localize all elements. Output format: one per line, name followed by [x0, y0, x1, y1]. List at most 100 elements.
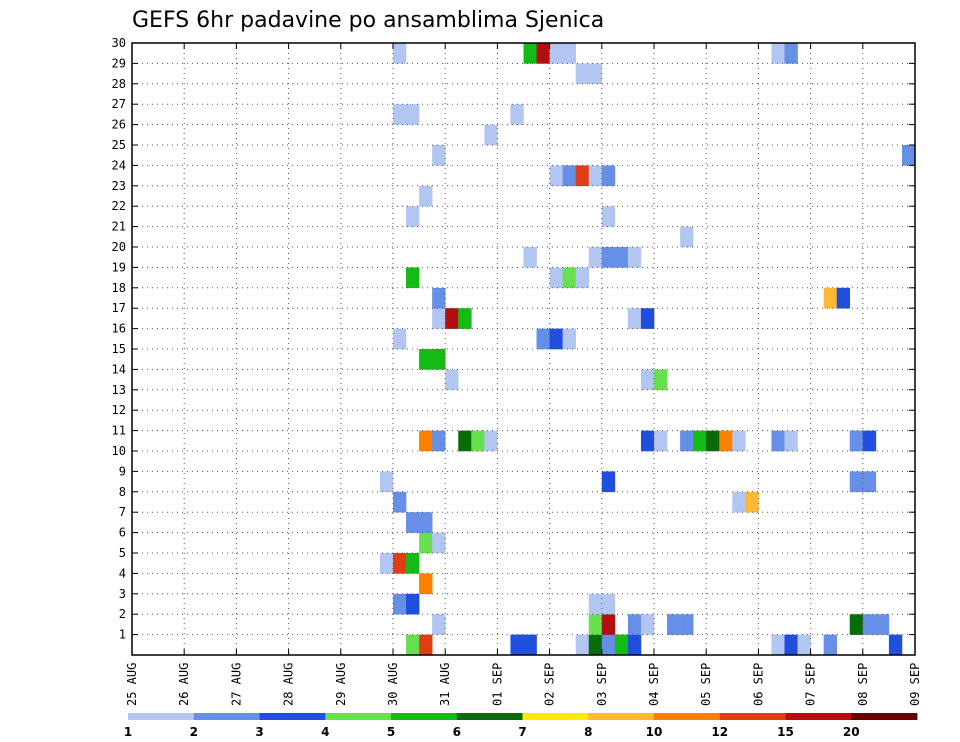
heatmap-cells: [379, 43, 916, 656]
heatmap-cell: [771, 43, 785, 64]
legend-swatch: [654, 713, 721, 720]
heatmap-cell: [432, 349, 446, 370]
legend-swatch: [325, 713, 392, 720]
y-axis: 1234567891011121314151617181920212223242…: [112, 36, 915, 642]
x-tick-label: 08 SEP: [856, 663, 870, 706]
heatmap-cell: [784, 430, 798, 452]
x-tick-label: 28 AUG: [282, 663, 296, 706]
heatmap-cell: [575, 267, 590, 289]
x-tick-label: 02 SEP: [543, 663, 557, 706]
heatmap-cell: [406, 593, 420, 615]
y-tick-label: 30: [112, 36, 126, 50]
heatmap-cell: [601, 471, 616, 493]
y-tick-label: 10: [112, 444, 126, 458]
x-tick-label: 01 SEP: [490, 663, 504, 706]
y-tick-label: 14: [112, 362, 126, 376]
legend-label: 5: [387, 725, 395, 739]
heatmap-cell: [510, 104, 524, 125]
heatmap-cell: [862, 430, 877, 452]
heatmap-cell: [575, 634, 590, 656]
heatmap-cell: [536, 43, 550, 64]
heatmap-cell: [432, 287, 446, 309]
heatmap-cell: [379, 553, 394, 574]
heatmap-cell: [654, 430, 668, 452]
heatmap-cell: [419, 634, 433, 656]
heatmap-cell: [640, 430, 655, 452]
legend-swatch: [128, 713, 195, 720]
heatmap-cell: [432, 614, 446, 635]
legend-swatch: [588, 713, 655, 720]
color-legend: 1 2 3 4 5 6 7 8 10 12 15 20: [124, 713, 918, 739]
heatmap-cell: [419, 573, 433, 595]
heatmap-cell: [640, 369, 655, 391]
x-tick-label: 09 SEP: [908, 663, 922, 706]
heatmap-cell: [393, 593, 407, 615]
heatmap-cell: [523, 634, 537, 656]
heatmap-cell: [562, 43, 576, 64]
heatmap-cell: [601, 247, 616, 268]
heatmap-cell: [627, 634, 642, 656]
heatmap-cell: [875, 614, 890, 635]
heatmap-cell: [601, 614, 616, 635]
heatmap-cell: [888, 634, 903, 656]
x-axis: 25 AUG 26 AUG 27 AUG 28 AUG 29 AUG 30 AUG 31 A…: [125, 43, 922, 706]
heatmap-cell: [901, 145, 916, 166]
legend-label: 3: [255, 725, 263, 739]
heatmap-cell: [849, 614, 864, 635]
heatmap-cell: [588, 63, 603, 85]
heatmap-cell: [575, 63, 590, 85]
y-tick-label: 9: [119, 464, 126, 478]
y-tick-label: 5: [119, 546, 126, 560]
heatmap-cell: [654, 369, 668, 391]
x-tick-label: 25 AUG: [125, 663, 139, 706]
heatmap-cell: [614, 634, 629, 656]
heatmap-cell: [732, 491, 746, 513]
heatmap-cell: [536, 328, 550, 350]
legend-swatch: [522, 713, 589, 720]
heatmap-cell: [471, 430, 485, 452]
y-tick-label: 23: [112, 179, 126, 193]
legend-label: 6: [453, 725, 461, 739]
y-tick-label: 11: [112, 424, 126, 438]
heatmap-cell: [432, 308, 446, 329]
heatmap-cell: [627, 614, 642, 635]
legend-label: 4: [321, 725, 329, 739]
heatmap-cell: [379, 471, 394, 493]
heatmap-cell: [458, 308, 472, 329]
heatmap-cell: [393, 104, 407, 125]
heatmap-cell: [549, 165, 563, 187]
heatmap-cell: [640, 614, 655, 635]
heatmap-cell: [732, 430, 746, 452]
legend-label: 10: [646, 725, 663, 739]
y-tick-label: 16: [112, 322, 126, 336]
heatmap-cell: [719, 430, 733, 452]
heatmap-cell: [419, 532, 433, 554]
heatmap-cell: [693, 430, 707, 452]
heatmap-cell: [601, 206, 616, 227]
heatmap-cell: [432, 145, 446, 166]
y-tick-label: 19: [112, 260, 126, 274]
heatmap-cell: [627, 247, 642, 268]
legend-label: 1: [124, 725, 132, 739]
heatmap-cell: [419, 349, 433, 370]
y-tick-label: 28: [112, 77, 126, 91]
heatmap-cell: [393, 553, 407, 574]
y-tick-label: 27: [112, 97, 126, 111]
heatmap-cell: [680, 226, 694, 248]
heatmap-cell: [797, 634, 811, 656]
legend-label: 15: [777, 725, 794, 739]
heatmap-cell: [562, 267, 576, 289]
legend-label: 20: [843, 725, 860, 739]
legend-swatch: [456, 713, 523, 720]
legend-swatch: [719, 713, 786, 720]
heatmap-cell: [523, 247, 537, 268]
y-tick-label: 22: [112, 199, 126, 213]
y-tick-label: 8: [119, 485, 126, 499]
heatmap-cell: [406, 206, 420, 227]
y-tick-label: 15: [112, 342, 126, 356]
x-tick-label: 31 AUG: [438, 663, 452, 706]
legend-swatch: [851, 713, 918, 720]
heatmap-cell: [406, 104, 420, 125]
heatmap-cell: [588, 593, 603, 615]
heatmap-cell: [588, 247, 603, 268]
